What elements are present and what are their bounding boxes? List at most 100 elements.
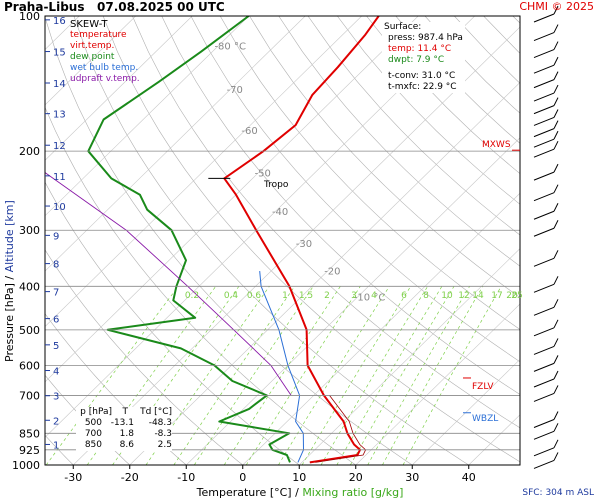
wind-barb (533, 250, 559, 267)
isotherm-line (355, 303, 520, 465)
temperature-tick-label: 10 (292, 471, 306, 484)
pressure-tick-label: 600 (19, 359, 40, 372)
isotherm-label: -10 °C (354, 293, 386, 304)
wind-barb-flag (553, 130, 559, 140)
wind-barb (533, 184, 559, 202)
wbzl-label: WBZL (472, 414, 499, 424)
legend: SKEW-T temperature virt.temp. dew point … (70, 19, 140, 85)
altitude-tick-label: 10 (53, 202, 66, 213)
legend-parcel: udpraft v.temp. (70, 74, 140, 84)
wind-barb (533, 163, 559, 181)
wind-barb-shaft (533, 13, 555, 23)
y-axis-label-altitude: Altitude [km] (3, 200, 16, 273)
wind-barb-flag (553, 120, 559, 129)
altitude-tick-label: 4 (53, 367, 59, 378)
isotherm-line (412, 358, 520, 465)
isotherm-line (45, 16, 193, 161)
plot-frame (44, 15, 521, 466)
wind-barb-flag (553, 163, 559, 173)
wind-barb (533, 319, 559, 337)
mixing-ratio-line (245, 286, 361, 465)
altitude-tick-label: 14 (53, 79, 66, 90)
wind-barb-shaft (533, 227, 555, 237)
wind-barb-shaft (533, 392, 555, 402)
wind-barb (533, 276, 559, 293)
dry-adiabat (161, 16, 520, 395)
wind-barb (533, 452, 559, 469)
pressure-tick-label: 300 (19, 224, 40, 237)
altitude-tick-label: 1 (53, 440, 59, 451)
isotherm-line (186, 137, 520, 465)
isotherm-line (45, 16, 136, 106)
wind-barb-flag (553, 319, 559, 329)
wind-barb-flag (553, 109, 559, 118)
table-cell: -8.3 (154, 429, 172, 439)
wind-barb (533, 385, 559, 402)
wind-barb-flag (553, 250, 559, 259)
mixing-ratio-label: 0.2 (185, 291, 199, 301)
wind-barb-shaft (533, 283, 555, 293)
dry-adiabat (307, 16, 520, 236)
wind-barb-flag (553, 97, 559, 106)
surface-tconv: t-conv: 31.0 °C (388, 71, 456, 81)
mixing-ratio-line (336, 286, 443, 465)
mixing-ratio-label: 1 (282, 291, 288, 301)
wind-barb (533, 24, 559, 42)
y-axis-title: Pressure [hPa] / Altitude [km] (3, 200, 16, 362)
levels-table: p [hPa] T Td [°C] 500 -13.1 -48.3 700 1.8 -8.3… (76, 407, 172, 451)
mixing-ratio-label: 0.4 (224, 291, 239, 301)
table-cell: 8.6 (119, 440, 134, 450)
temperature-tick-label: -20 (121, 471, 139, 484)
dry-adiabat (249, 16, 520, 298)
wind-barb-flag (553, 299, 559, 308)
table-cell: -13.1 (110, 418, 134, 428)
dry-adiabat (190, 16, 520, 363)
wind-barb-flag (553, 84, 559, 94)
isotherm-label: -40 (272, 207, 288, 218)
mixing-ratio-label: 6 (401, 291, 407, 301)
surface-title: Surface: (384, 22, 422, 32)
station-title: Praha-Libus 07.08.2025 00 UTC (4, 0, 225, 14)
altitude-tick-label: 12 (53, 141, 66, 152)
series-virtual-temperature-line (315, 395, 367, 463)
isotherm-label: -50 (255, 168, 271, 179)
pressure-tick-label: 1000 (12, 459, 40, 472)
mixing-ratio-label: 12 (458, 291, 469, 301)
mixing-ratio-line (223, 286, 341, 465)
wind-barb-shaft (533, 32, 555, 42)
dry-adiabat (219, 16, 520, 330)
wind-barb-shaft (533, 419, 555, 428)
wind-barb (533, 130, 559, 148)
mixing-ratio-label: 1.5 (299, 291, 313, 301)
isotherm-line (129, 81, 520, 465)
isotherm-line (45, 16, 362, 327)
wind-barb-flag (553, 140, 559, 150)
table-cell: 1.8 (119, 429, 134, 439)
wind-barb-shaft (533, 306, 555, 316)
fzlv-label: FZLV (472, 382, 494, 392)
station-name: Praha-Libus (4, 0, 85, 14)
legend-wet-bulb: wet bulb temp. (70, 63, 139, 73)
y-axis-label-pressure: Pressure [hPa] (3, 283, 16, 362)
wind-barb-flag (553, 276, 559, 285)
legend-virt-temp: virt.temp. (70, 41, 115, 51)
dry-adiabat (132, 16, 520, 429)
altitude-tick-label: 11 (53, 172, 66, 183)
dry-adiabat (278, 16, 520, 267)
x-axis-label-sep: / (295, 486, 299, 499)
mixing-ratio-label: 4 (371, 291, 377, 301)
x-axis-label-temperature: Temperature [°C] (196, 486, 292, 499)
mixing-ratio-line (173, 286, 295, 465)
legend-temperature: temperature (70, 30, 127, 40)
wind-barb-shaft (533, 171, 555, 181)
sounding-datetime: 07.08.2025 00 UTC (97, 0, 225, 14)
wind-barb-flag (553, 5, 559, 15)
wind-barb-shaft (533, 192, 555, 202)
wind-barb (533, 338, 559, 355)
wind-barb (533, 140, 559, 158)
temperature-tick-label: 40 (462, 471, 476, 484)
table-row: 500 -13.1 -48.3 (76, 418, 172, 429)
altitude-tick-label: 2 (53, 416, 59, 427)
mixing-ratio-label: 25 (511, 291, 522, 301)
